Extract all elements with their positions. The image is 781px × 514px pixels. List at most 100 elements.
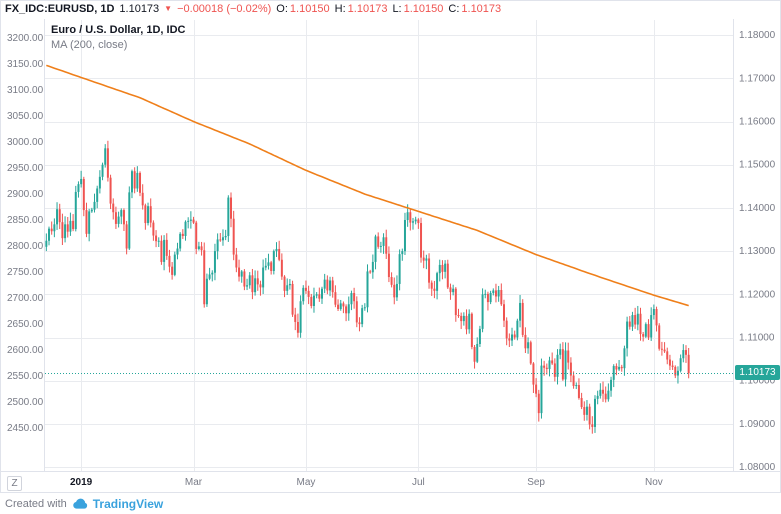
series-legend[interactable]: Euro / U.S. Dollar, 1D, IDC: [51, 24, 186, 36]
candle-body: [256, 278, 259, 285]
chart-header: FX_IDC:EURUSD, 1D 1.10173 ▼ −0.00018 (−0…: [5, 3, 501, 15]
candle-body: [401, 251, 404, 255]
grid-lines: [45, 20, 733, 472]
candle-body: [618, 366, 621, 370]
candle-body: [457, 315, 460, 317]
pane-frame: [0, 0, 781, 493]
candle-body: [497, 290, 500, 297]
candle-body: [476, 344, 479, 362]
candle-body: [173, 254, 176, 275]
candle-body: [583, 407, 586, 415]
candle-body: [484, 293, 487, 295]
candle-body: [106, 148, 109, 178]
candle-body: [494, 290, 497, 297]
candle-body: [406, 212, 409, 221]
candle-body: [187, 220, 190, 222]
candle-body: [473, 347, 476, 362]
candle-body: [203, 250, 206, 305]
candle-body: [636, 313, 639, 325]
candle-body: [230, 197, 233, 219]
ma-indicator-legend[interactable]: MA (200, close): [51, 39, 128, 51]
candle-body: [165, 239, 168, 256]
change-direction-icon: ▼: [164, 3, 173, 13]
left-price-scale[interactable]: 3200.00 3150.00 3100.00 3050.00 3000.00 2950.…: [7, 33, 44, 434]
candle-body: [674, 366, 677, 376]
candle-body: [623, 348, 626, 369]
candle-body: [264, 265, 267, 268]
candlestick-series: [45, 140, 690, 434]
candle-body: [660, 348, 663, 350]
time-axis-label: Jul: [412, 477, 425, 488]
candle-body: [128, 192, 131, 249]
right-price-scale[interactable]: 1.18000 1.17000 1.16000 1.15000 1.14000 1.130…: [739, 30, 776, 473]
candle-body: [205, 278, 208, 305]
candle-body: [238, 267, 241, 277]
candle-body: [221, 237, 224, 241]
candle-body: [519, 302, 522, 321]
candle-body: [216, 239, 219, 252]
candle-body: [454, 288, 457, 316]
candle-body: [676, 370, 679, 376]
candle-body: [556, 354, 559, 377]
candle-body: [687, 354, 690, 374]
timezone-button[interactable]: Z: [7, 476, 22, 491]
time-axis-label: Mar: [185, 477, 203, 488]
candle-body: [315, 294, 318, 296]
candle-body: [492, 290, 495, 294]
right-axis-tick-label: 1.10000: [739, 376, 776, 387]
candle-body: [610, 379, 613, 391]
candle-body: [254, 278, 257, 293]
tradingview-logo-icon[interactable]: [72, 496, 88, 512]
candle-body: [69, 220, 72, 232]
candle-body: [208, 274, 211, 279]
tradingview-brand-link[interactable]: TradingView: [92, 497, 164, 511]
candle-body: [658, 325, 661, 349]
candle-body: [270, 262, 273, 271]
left-axis-tick-label: 2800.00: [7, 241, 44, 252]
candle-body: [366, 271, 369, 308]
candle-body: [157, 240, 160, 242]
candle-body: [326, 279, 329, 291]
candle-body: [417, 219, 420, 224]
right-axis-tick-label: 1.13000: [739, 246, 776, 257]
candle-body: [50, 228, 53, 232]
candle-body: [449, 287, 452, 293]
candle-body: [329, 280, 332, 291]
candle-body: [240, 271, 243, 277]
candle-body: [666, 351, 669, 360]
last-price-value: 1.10173: [119, 3, 160, 15]
candle-body: [251, 275, 254, 293]
symbol-title[interactable]: FX_IDC:EURUSD, 1D: [5, 3, 115, 15]
high-value: 1.10173: [347, 3, 388, 15]
candle-body: [74, 191, 77, 230]
candle-body: [296, 321, 299, 333]
candle-body: [82, 178, 85, 211]
candle-body: [395, 283, 398, 298]
candle-body: [96, 188, 99, 202]
time-scale[interactable]: 2019 Mar May Jul Sep Nov: [70, 477, 663, 488]
candle-body: [438, 264, 441, 274]
candle-body: [93, 201, 96, 210]
ma-200-line[interactable]: [46, 64, 689, 307]
candle-body: [211, 272, 214, 275]
candle-body: [561, 349, 564, 380]
candle-body: [334, 292, 337, 305]
open-label: O:: [276, 3, 288, 15]
left-axis-tick-label: 2500.00: [7, 397, 44, 408]
low-label: L:: [392, 3, 402, 15]
candle-body: [599, 389, 602, 396]
candle-body: [502, 304, 505, 321]
candle-body: [585, 406, 588, 415]
candle-body: [468, 313, 471, 330]
candle-body: [572, 375, 575, 386]
candle-body: [122, 210, 125, 225]
candle-body: [130, 171, 133, 193]
candle-body: [248, 275, 251, 286]
candle-body: [444, 263, 447, 272]
candle-body: [390, 277, 393, 285]
candle-body: [152, 222, 155, 236]
candle-body: [591, 424, 594, 427]
candle-body: [398, 254, 401, 284]
candle-body: [304, 287, 307, 291]
